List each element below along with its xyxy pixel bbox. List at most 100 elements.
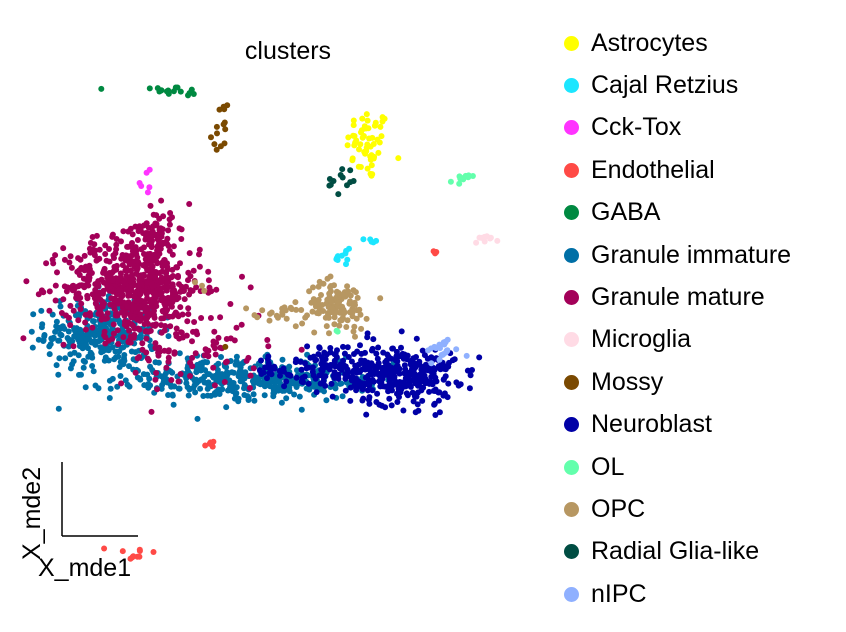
point [93,232,100,239]
point [327,345,334,351]
point [142,256,149,263]
point [187,273,194,280]
point [228,384,235,391]
point [213,388,220,395]
point [107,385,114,392]
point [189,338,195,345]
point [313,389,320,396]
point [158,197,165,204]
point [262,364,269,371]
point [137,311,144,318]
point [35,336,42,343]
point [77,328,84,335]
point [388,402,395,409]
point [292,323,299,330]
point [331,314,338,321]
point [402,366,409,373]
point [375,149,382,156]
point [224,102,231,109]
point [431,401,438,408]
legend-item: Cajal Retzius [558,64,791,106]
point [412,391,419,398]
point [109,288,116,295]
point [136,553,143,560]
point [151,307,157,314]
point [186,250,193,257]
point [98,85,105,92]
point [211,141,218,148]
point [360,395,367,402]
series-endothelial [101,248,440,562]
point [136,297,143,304]
point [443,347,450,354]
point [68,264,75,271]
point [363,315,370,322]
point [213,146,220,153]
point [122,267,129,274]
point [327,283,334,289]
point [370,336,377,343]
point [175,272,181,279]
point [185,392,192,399]
point [118,238,124,245]
legend-item: Neuroblast [558,404,791,446]
point [415,407,422,414]
point [104,282,111,289]
point [82,384,89,391]
point [153,303,160,310]
point [370,141,377,147]
point [163,279,170,286]
point [159,263,166,270]
point [161,300,168,307]
point [146,234,153,241]
point [173,331,179,337]
point [181,296,188,303]
point [407,383,414,390]
point [264,375,270,382]
point [292,299,299,306]
point [250,365,257,372]
point [150,211,157,218]
point [436,389,443,396]
point [210,364,217,371]
point [73,294,80,301]
point [170,88,177,95]
point [212,372,219,379]
point [155,359,162,366]
point [50,260,57,267]
legend-label: Cck-Tox [591,113,682,142]
point [52,328,59,335]
point [373,350,380,357]
point [63,312,69,319]
point [89,324,96,331]
point [222,126,229,133]
point [80,282,87,289]
point [375,363,382,370]
point [217,314,224,321]
point [158,329,165,336]
point [134,374,141,381]
point [128,321,135,328]
y-axis-label: X_mde2 [18,467,46,560]
point [167,323,174,330]
point [184,355,191,362]
point [247,284,254,291]
legend-label: Granule mature [591,283,765,312]
legend-item: GABA [558,192,791,234]
point [146,166,153,173]
point [41,333,48,340]
legend-marker [564,162,579,178]
point [235,395,242,402]
point [166,221,173,228]
point [109,344,116,351]
point [337,309,343,316]
point [436,409,443,416]
point [117,373,124,379]
point [265,360,272,367]
point [184,365,191,372]
point [131,331,138,338]
point [223,404,230,411]
point [127,225,134,232]
point [134,237,141,243]
point [53,362,60,369]
